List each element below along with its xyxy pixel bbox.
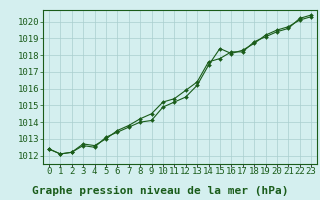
Text: Graphe pression niveau de la mer (hPa): Graphe pression niveau de la mer (hPa) (32, 186, 288, 196)
